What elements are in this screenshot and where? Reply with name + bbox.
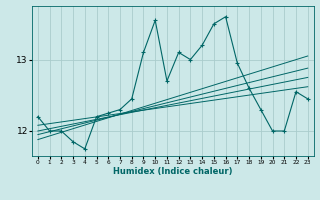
X-axis label: Humidex (Indice chaleur): Humidex (Indice chaleur)	[113, 167, 233, 176]
